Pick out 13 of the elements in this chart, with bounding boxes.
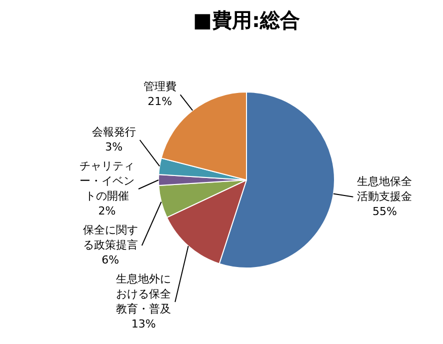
slice-label: チャリティー・イベントの開催 — [80, 159, 134, 202]
slice-label: 生息地保全活動支援金 — [357, 174, 412, 203]
data-label: 13% — [131, 317, 156, 330]
slice-label: 保全に関する政策提言 — [82, 223, 138, 252]
data-label: 2% — [98, 204, 116, 218]
chart-title: ■費用:総合 — [193, 8, 300, 32]
slice-label: 生息地外における保全教育・普及 — [116, 272, 172, 316]
data-label: 3% — [105, 140, 123, 154]
data-label: 21% — [148, 95, 172, 108]
data-label: 55% — [372, 204, 397, 218]
slice-label: 管理費 — [143, 80, 176, 94]
slice-label: 会報発行 — [92, 125, 136, 138]
data-label: 6% — [102, 253, 120, 266]
